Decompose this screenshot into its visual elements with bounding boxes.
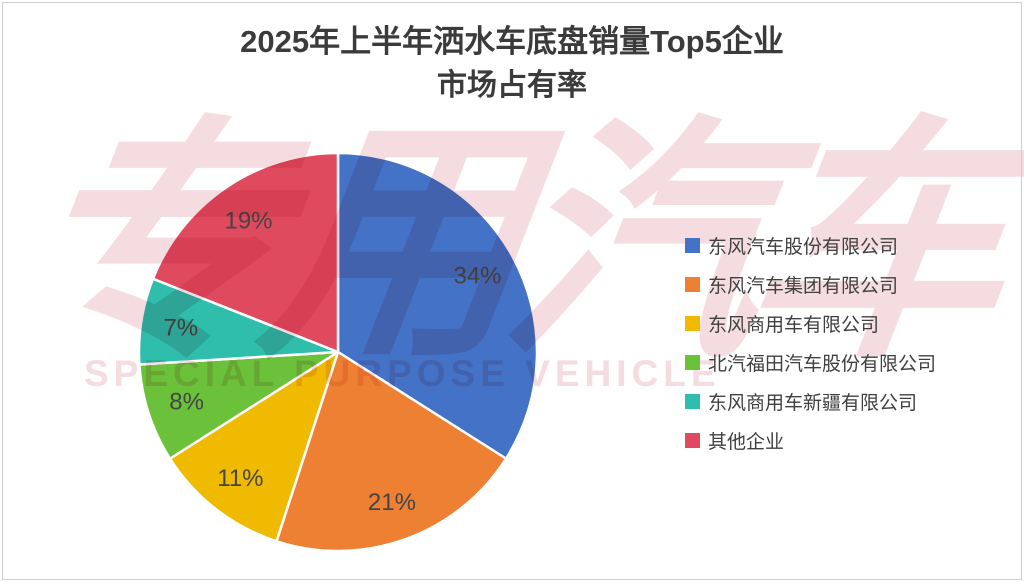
legend-label: 东风汽车集团有限公司 [708, 275, 899, 297]
chart-title-line1: 2025年上半年洒水车底盘销量Top5企业 [240, 24, 784, 59]
legend-item-2: 东风商用车有限公司 [685, 311, 936, 336]
legend-swatch [685, 315, 700, 331]
legend-swatch [685, 237, 700, 253]
pie-slice-percent-label: 21% [368, 489, 416, 516]
chart-title-line2: 市场占有率 [437, 69, 587, 102]
legend-item-5: 其他企业 [685, 428, 936, 453]
pie-slice-percent-label: 11% [217, 465, 263, 492]
legend-swatch [685, 393, 700, 409]
legend-swatch [685, 432, 700, 448]
pie-slice-3 [138, 350, 340, 460]
legend-item-0: 东风汽车股份有限公司 [685, 233, 936, 258]
pie-slice-percent-label: 8% [169, 389, 204, 416]
legend-item-4: 东风商用车新疆有限公司 [685, 389, 936, 414]
pie-slice-percent-label: 7% [163, 315, 198, 342]
legend-item-3: 北汽福田汽车股份有限公司 [685, 350, 937, 375]
legend-item-1: 东风汽车集团有限公司 [685, 272, 936, 297]
legend: 东风汽车股份有限公司 东风汽车集团有限公司 东风商用车有限公司北汽福田汽车股份有限公… [685, 233, 936, 467]
legend-label: 东风汽车股份有限公司 [708, 236, 899, 258]
legend-label: 其他企业 [708, 431, 785, 453]
legend-label: 东风商用车新疆有限公司 [708, 392, 918, 414]
pie-slice-2 [168, 350, 340, 543]
legend-swatch [685, 354, 700, 370]
chart-title: 2025年上半年洒水车底盘销量Top5企业 市场占有率 [0, 20, 1024, 108]
legend-swatch [685, 276, 700, 292]
pie-slice-5 [151, 151, 340, 354]
pie-slice-percent-label: 19% [224, 208, 272, 235]
pie-slice-1 [275, 350, 508, 553]
legend-label: 北汽福田汽车股份有限公司 [708, 353, 937, 375]
legend-label: 东风商用车有限公司 [708, 314, 880, 336]
pie-slice-percent-label: 34% [453, 263, 501, 290]
